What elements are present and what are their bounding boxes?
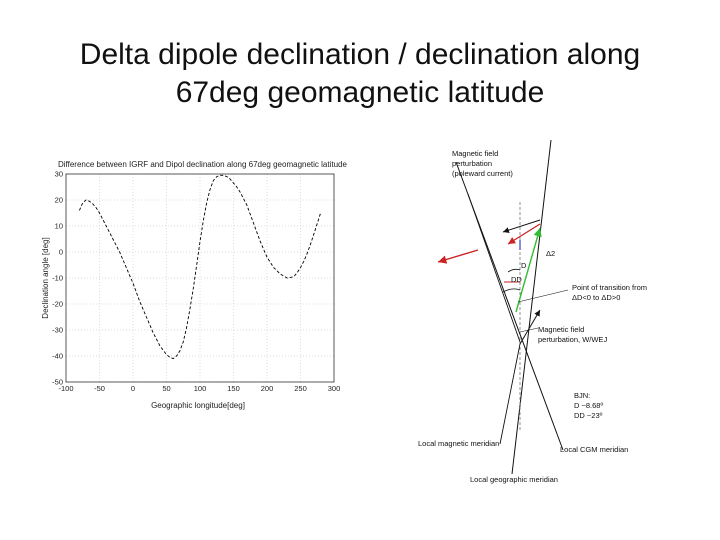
- label-wwej-2: perturbation, W/WEJ: [538, 335, 607, 344]
- red-perturbation-arrow: [437, 249, 479, 264]
- label-delta: Δ2: [546, 249, 555, 258]
- local-geographic-meridian-line: [511, 139, 552, 475]
- x-tick-label: 300: [328, 384, 341, 393]
- y-tick-label: 20: [55, 196, 63, 205]
- y-tick-label: -50: [52, 378, 63, 387]
- chart-grid: [65, 173, 335, 383]
- label-transition-2: ΔD<0 to ΔD>0: [572, 293, 620, 302]
- y-tick-label: 10: [55, 222, 63, 231]
- y-tick-label: -40: [52, 352, 63, 361]
- y-tick-label: 0: [59, 248, 63, 257]
- x-axis-label: Geographic longitude[deg]: [151, 401, 245, 410]
- slide-title-line-1: Delta dipole declination / declination a…: [79, 38, 641, 71]
- label-field-poleward-1: Magnetic field: [452, 149, 498, 158]
- label-local-magnetic: Local magnetic meridian: [418, 439, 499, 448]
- x-tick-label: 50: [162, 384, 170, 393]
- x-tick-label: -50: [94, 384, 105, 393]
- label-field-poleward-3: (poleward current): [452, 169, 513, 178]
- label-wwej-1: Magnetic field: [538, 325, 584, 334]
- y-tick-label: -20: [52, 300, 63, 309]
- label-d: D: [521, 261, 527, 270]
- slide-title-line-2: 67deg geomagnetic latitude: [175, 76, 545, 109]
- slide-title: Delta dipole declination / declination a…: [0, 36, 720, 112]
- y-tick-label: 30: [55, 170, 63, 179]
- local-magnetic-meridian-line: [467, 193, 521, 343]
- declination-difference-chart: Difference between IGRF and Dipol declin…: [41, 160, 347, 410]
- magnetic-meridian-lower-line: [499, 343, 521, 445]
- x-tick-label: -100: [58, 384, 73, 393]
- label-bjn-1: BJN:: [574, 391, 590, 400]
- plot-frame: [65, 173, 335, 383]
- x-tick-label: 250: [294, 384, 307, 393]
- series-line: [78, 174, 322, 360]
- x-tick-label: 200: [261, 384, 274, 393]
- meridian-diagram: Magnetic field perturbation (poleward cu…: [418, 139, 647, 484]
- red-upper-arrow: [507, 223, 541, 245]
- label-dd: DD: [511, 275, 522, 284]
- green-delta-arrow: [515, 227, 542, 313]
- x-axis-ticks: -100 -50 0 50 100 150 200 250 300: [58, 384, 340, 393]
- transition-pointer-line: [517, 289, 569, 303]
- y-tick-label: -30: [52, 326, 63, 335]
- x-tick-label: 0: [131, 384, 135, 393]
- y-axis-label: Declination angle [deg]: [41, 237, 50, 318]
- wwej-pointer-line: [519, 327, 539, 333]
- label-bjn-2: D ~8.68º: [574, 401, 603, 410]
- d-angle-arc: [507, 268, 521, 273]
- label-transition-1: Point of transition from: [572, 283, 647, 292]
- chart-title: Difference between IGRF and Dipol declin…: [58, 160, 347, 169]
- label-local-geographic: Local geographic meridian: [470, 475, 558, 484]
- x-tick-label: 150: [227, 384, 240, 393]
- poleward-perturbation-arrow: [502, 219, 541, 234]
- dd-angle-arc: [502, 288, 521, 293]
- label-local-cgm: Local CGM meridian: [560, 445, 628, 454]
- x-tick-label: 100: [194, 384, 207, 393]
- label-bjn-3: DD ~23º: [574, 411, 603, 420]
- label-field-poleward-2: perturbation: [452, 159, 492, 168]
- wwej-perturbation-arrow: [519, 309, 541, 345]
- y-tick-label: -10: [52, 274, 63, 283]
- y-axis-ticks: 30 20 10 0 -10 -20 -30 -40 -50: [52, 170, 63, 387]
